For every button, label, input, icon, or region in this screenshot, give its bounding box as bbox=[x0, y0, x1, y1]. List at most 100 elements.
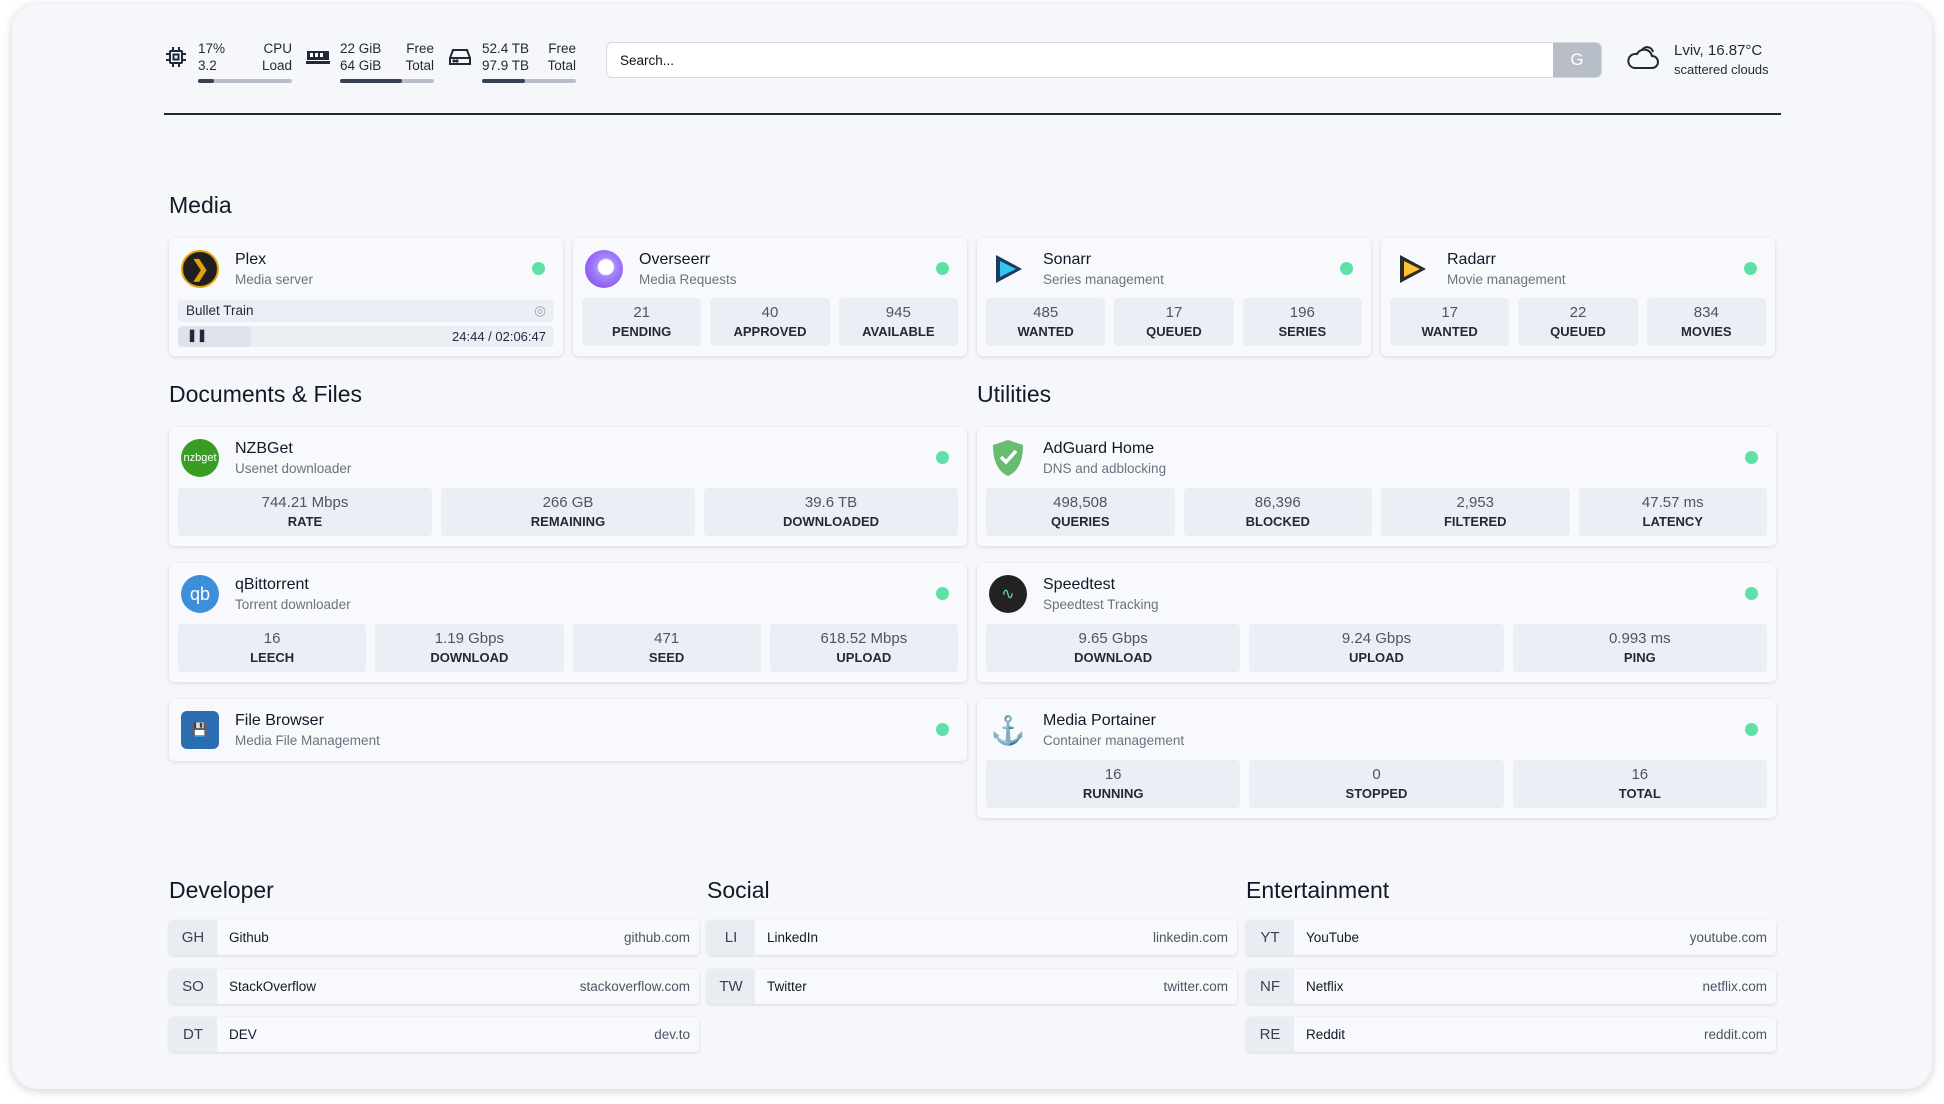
bookmark-youtube[interactable]: YT YouTube youtube.com bbox=[1246, 920, 1776, 955]
section-social: Social bbox=[707, 877, 770, 903]
stat-latency: 47.57 ms LATENCY bbox=[1578, 488, 1767, 536]
stat-value: 2,953 bbox=[1456, 494, 1495, 511]
stat-upload: 618.52 Mbps UPLOAD bbox=[769, 624, 958, 672]
stat-label: REMAINING bbox=[530, 514, 606, 529]
bookmark-abbr: RE bbox=[1246, 1017, 1294, 1052]
disk-free: 52.4 TB bbox=[482, 41, 530, 56]
stat-value: 17 bbox=[1165, 304, 1183, 321]
stat-value: 9.65 Gbps bbox=[1078, 630, 1148, 647]
qbittorrent-card[interactable]: qb qBittorrent Torrent downloader 16 LEECH 1… bbox=[169, 563, 967, 682]
dashboard-window bbox=[12, 4, 1932, 1089]
stat-value: 618.52 Mbps bbox=[820, 630, 908, 647]
bookmark-stackoverflow[interactable]: SO StackOverflow stackoverflow.com bbox=[169, 968, 699, 1004]
stat-label: WANTED bbox=[1017, 324, 1074, 339]
weather-location: Lviv, 16.87°C bbox=[1674, 42, 1763, 59]
stat-label: RATE bbox=[287, 514, 323, 529]
section-media: Media bbox=[169, 192, 232, 218]
total-label: Total bbox=[405, 58, 434, 73]
playback-time: 24:44 / 02:06:47 bbox=[452, 329, 546, 344]
section-entertainment: Entertainment bbox=[1246, 877, 1390, 903]
stat-value: 86,396 bbox=[1254, 494, 1301, 511]
card-title: Speedtest bbox=[1043, 576, 1116, 593]
radarr-card[interactable]: Radarr Movie management 17 WANTED 22 QUEUED 8… bbox=[1381, 238, 1775, 356]
stat-label: PING bbox=[1623, 650, 1656, 665]
bookmark-url: youtube.com bbox=[1689, 930, 1767, 945]
bookmark-twitter[interactable]: TW Twitter twitter.com bbox=[707, 968, 1237, 1004]
pause-icon[interactable]: ❚❚ bbox=[187, 328, 208, 342]
cpu-load: 3.2 bbox=[198, 58, 217, 73]
stat-value: 1.19 Gbps bbox=[434, 630, 504, 647]
stat-label: DOWNLOAD bbox=[430, 650, 509, 665]
filebrowser-card[interactable]: 💾 File Browser Media File Management bbox=[169, 699, 967, 761]
status-dot bbox=[532, 262, 545, 275]
bookmark-linkedin[interactable]: LI LinkedIn linkedin.com bbox=[707, 920, 1237, 955]
card-title: qBittorrent bbox=[235, 576, 309, 593]
bookmark-github[interactable]: GH Github github.com bbox=[169, 920, 699, 955]
free-label: Free bbox=[548, 41, 576, 56]
cpu-widget: 17% CPU 3.2 Load bbox=[164, 40, 292, 83]
playback-progress[interactable]: ❚❚ 24:44 / 02:06:47 bbox=[178, 326, 554, 347]
card-subtitle: Speedtest Tracking bbox=[1043, 597, 1159, 612]
stat-value: 471 bbox=[654, 630, 680, 647]
bookmark-name: Github bbox=[229, 930, 269, 945]
memory-bar bbox=[340, 79, 434, 83]
stat-movies: 834 MOVIES bbox=[1646, 298, 1766, 346]
stat-queries: 498,508 QUERIES bbox=[986, 488, 1175, 536]
now-playing: Bullet Train ◎ bbox=[178, 300, 554, 322]
stat-value: 21 bbox=[633, 304, 650, 321]
bookmark-abbr: NF bbox=[1246, 968, 1294, 1004]
stat-label: APPROVED bbox=[733, 324, 807, 339]
overseerr-logo-icon bbox=[585, 250, 623, 288]
cpu-icon bbox=[164, 45, 188, 69]
bookmark-reddit[interactable]: RE Reddit reddit.com bbox=[1246, 1017, 1776, 1052]
stat-value: 16 bbox=[1631, 766, 1649, 783]
memory-widget: 22 GiB Free 64 GiB Total bbox=[306, 40, 434, 83]
now-playing-title: Bullet Train bbox=[186, 303, 254, 318]
memory-icon bbox=[306, 45, 330, 69]
bookmark-name: Netflix bbox=[1306, 978, 1344, 994]
stat-label: WANTED bbox=[1421, 324, 1478, 339]
overseerr-card[interactable]: Overseerr Media Requests 21 PENDING 40 APPRO… bbox=[573, 238, 967, 356]
bookmark-abbr: GH bbox=[169, 920, 217, 955]
stat-running: 16 RUNNING bbox=[986, 760, 1241, 808]
bookmark-name: StackOverflow bbox=[229, 978, 317, 994]
filebrowser-logo-icon: 💾 bbox=[181, 711, 219, 749]
load-label: Load bbox=[261, 58, 292, 73]
speedtest-card[interactable]: ∿ Speedtest Speedtest Tracking 9.65 Gbps DO… bbox=[977, 563, 1776, 682]
portainer-card[interactable]: ⚓ Media Portainer Container management 16 R… bbox=[977, 699, 1776, 818]
stat-remaining: 266 GB REMAINING bbox=[441, 488, 695, 536]
device-icon: ◎ bbox=[534, 303, 546, 318]
total-label: Total bbox=[547, 58, 576, 73]
stat-value: 485 bbox=[1033, 304, 1059, 321]
radarr-logo-icon bbox=[1393, 250, 1431, 288]
card-subtitle: Movie management bbox=[1447, 272, 1566, 287]
status-dot bbox=[1745, 723, 1758, 736]
search-provider-button[interactable]: G bbox=[1553, 43, 1601, 77]
sonarr-card[interactable]: Sonarr Series management 485 WANTED 17 QUEUE… bbox=[977, 238, 1371, 356]
plex-card[interactable]: ❯ Plex Media server Bullet Train ◎ ❚❚ 24:44 … bbox=[169, 238, 563, 356]
section-utilities: Utilities bbox=[977, 381, 1052, 407]
stat-wanted: 485 WANTED bbox=[986, 298, 1106, 346]
stat-value: 16 bbox=[1104, 766, 1122, 783]
nzbget-card[interactable]: nzbget NZBGet Usenet downloader 744.21 Mbp… bbox=[169, 427, 967, 546]
bookmark-dev[interactable]: DT DEV dev.to bbox=[169, 1017, 699, 1052]
bookmark-url: dev.to bbox=[654, 1027, 690, 1042]
stat-filtered: 2,953 FILTERED bbox=[1381, 488, 1570, 536]
adguard-card[interactable]: AdGuard Home DNS and adblocking 498,508 QU… bbox=[977, 427, 1776, 546]
bookmark-url: github.com bbox=[623, 930, 690, 945]
disk-icon bbox=[448, 45, 472, 69]
card-title: AdGuard Home bbox=[1043, 440, 1155, 457]
cloud-icon bbox=[1626, 44, 1660, 75]
card-title: NZBGet bbox=[235, 440, 293, 457]
search-input[interactable] bbox=[607, 52, 1553, 68]
header-divider bbox=[164, 113, 1781, 115]
bookmark-abbr: YT bbox=[1246, 920, 1294, 955]
stat-available: 945 AVAILABLE bbox=[838, 298, 958, 346]
bookmark-netflix[interactable]: NF Netflix netflix.com bbox=[1246, 968, 1776, 1004]
bookmark-name: DEV bbox=[229, 1027, 257, 1042]
card-title: File Browser bbox=[235, 712, 324, 729]
card-title: Plex bbox=[235, 251, 267, 268]
stat-label: LEECH bbox=[250, 650, 295, 665]
bookmark-url: twitter.com bbox=[1163, 978, 1228, 994]
stat-value: 16 bbox=[263, 630, 281, 647]
